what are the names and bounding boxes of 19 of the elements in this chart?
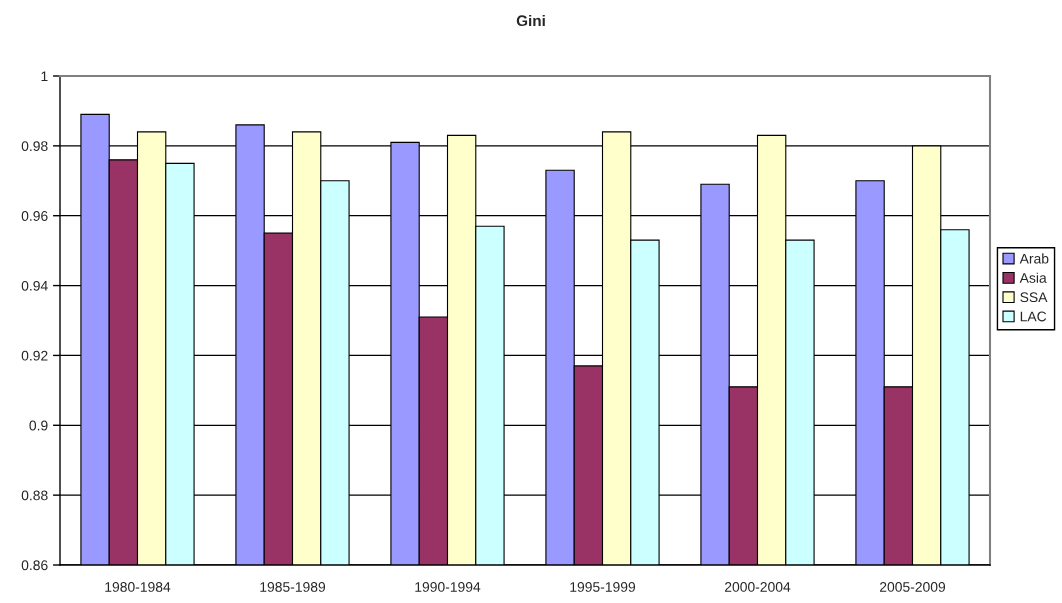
x-tick-label: 1985-1989 — [260, 582, 326, 592]
x-tick-label: 2000-2004 — [724, 582, 791, 592]
y-tick-label: 0.98 — [21, 141, 48, 152]
y-tick-label: 0.94 — [21, 280, 48, 291]
y-tick-label: 0.88 — [21, 490, 48, 501]
x-tick-label: 2005-2009 — [879, 582, 946, 592]
legend-label: Asia — [1019, 272, 1047, 283]
legend-label: Arab — [1019, 253, 1049, 264]
y-tick-label: 0.92 — [21, 350, 48, 361]
legend-label: LAC — [1020, 311, 1047, 322]
y-tick-label: 0.9 — [29, 420, 48, 431]
x-tick-label: 1995-1999 — [570, 582, 636, 592]
x-tick-label: 1980-1984 — [105, 582, 171, 592]
chart-title: Gini — [516, 14, 545, 27]
y-tick-label: 1 — [41, 71, 48, 82]
legend-label: SSA — [1020, 292, 1048, 303]
y-tick-label: 0.86 — [21, 560, 48, 571]
x-tick-label: 1990-1994 — [415, 582, 481, 592]
y-tick-label: 0.96 — [21, 211, 48, 221]
